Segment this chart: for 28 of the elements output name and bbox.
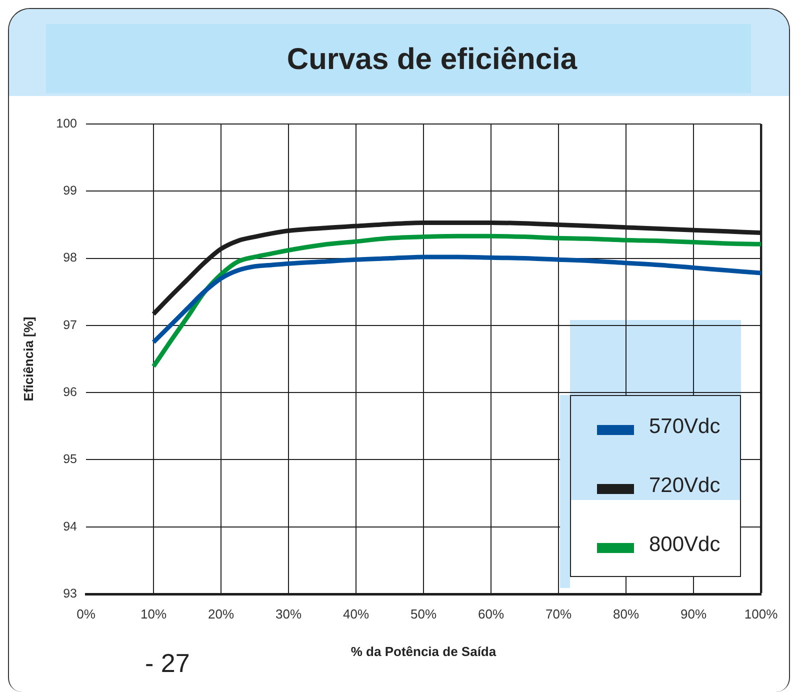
y-tick-label: 93 <box>63 586 78 600</box>
x-tick-label: 30% <box>275 606 302 622</box>
legend-label: 800Vdc <box>649 533 720 557</box>
x-tick-label: 10% <box>140 606 167 622</box>
x-tick-label: 90% <box>680 606 707 622</box>
y-tick-label: 97 <box>63 318 78 332</box>
y-axis-title: Eficiência [%] <box>20 316 36 402</box>
x-tick-label: 80% <box>612 606 640 622</box>
x-tick-label: 20% <box>208 606 234 622</box>
y-tick-label: 99 <box>63 184 78 198</box>
y-tick-label: 95 <box>63 452 78 466</box>
y-tick-label: 98 <box>63 250 78 265</box>
chart-title: Curvas de eficiência <box>286 43 578 76</box>
x-axis-title: % da Potência de Saída <box>350 644 497 659</box>
line-series <box>151 254 761 344</box>
y-tick-label: 94 <box>63 519 78 534</box>
y-tick-label: 96 <box>63 385 78 400</box>
legend-label: 570Vdc <box>649 415 720 439</box>
x-tick-label: 70% <box>545 606 572 622</box>
legend-label: 720Vdc <box>649 474 720 498</box>
y-tick-label: 100 <box>56 116 78 130</box>
x-tick-label: 100% <box>744 606 778 622</box>
text: - 27 <box>145 648 190 678</box>
line-series <box>151 234 761 369</box>
x-tick-label: 0% <box>76 606 96 622</box>
x-tick-label: 50% <box>410 606 437 622</box>
x-tick-label: 60% <box>478 606 504 622</box>
x-tick-label: 40% <box>342 606 370 622</box>
